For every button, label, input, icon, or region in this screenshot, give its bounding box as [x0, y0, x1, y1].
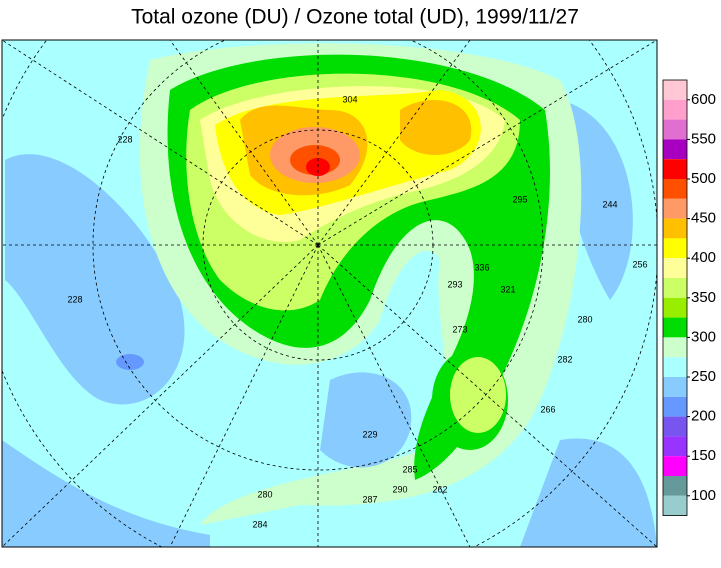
low-ozone-core [116, 354, 144, 370]
map-frame [1, 39, 658, 548]
contour-label: 229 [362, 429, 377, 439]
colorbar-tick-label: 600 [691, 91, 716, 108]
meridian [317, 244, 657, 547]
colorbar-box [663, 476, 687, 496]
colorbar-box [663, 297, 687, 318]
colorbar-box [663, 278, 687, 298]
colorbar-box [663, 317, 687, 338]
contour-label: 262 [432, 484, 447, 494]
ozone-band-425 [400, 100, 472, 155]
colorbar-box [663, 456, 687, 476]
meridian [2, 40, 319, 246]
colorbar-box [663, 80, 687, 100]
contour-label: 290 [392, 484, 407, 494]
colorbar: 600 550 500 450 400 350 300 250 200 150 100 [662, 79, 716, 517]
contour-label: 293 [447, 279, 462, 289]
colorbar-tick-label: 450 [691, 210, 716, 227]
colorbar-tick-label: 300 [691, 328, 716, 345]
colorbar-box [663, 119, 687, 140]
meridian [169, 244, 319, 547]
contour-label: 282 [557, 354, 572, 364]
contour-labels: 228 228 244 256 280 282 266 295 321 336 293 273 229 2… [67, 94, 647, 529]
contour-label: 266 [540, 404, 555, 414]
contour-label: 244 [602, 199, 617, 209]
colorbar-box [663, 139, 687, 160]
colorbar-box [663, 159, 687, 179]
colorbar-box [663, 377, 687, 397]
contour-label: 284 [252, 519, 267, 529]
colorbar-tick-label: 350 [691, 289, 716, 306]
contour-label: 321 [500, 284, 515, 294]
title: Total ozone (DU) / Ozone total (UD), 199… [131, 6, 579, 29]
contour-label: 285 [402, 464, 417, 474]
ozone-band-350 [450, 357, 506, 433]
contour-label: 228 [117, 134, 132, 144]
colorbar-box [663, 99, 687, 120]
contour-label: 273 [452, 324, 467, 334]
graticule [2, 40, 657, 547]
colorbar-box [663, 238, 687, 259]
colorbar-tick-label: 150 [691, 447, 716, 464]
contour-label: 280 [257, 489, 272, 499]
colorbar-box [663, 495, 687, 516]
contour-label: 295 [512, 194, 527, 204]
meridian [2, 244, 319, 547]
colorbar-box [663, 179, 687, 199]
colorbar-box [663, 436, 687, 457]
map: 228 228 244 256 280 282 266 295 321 336 293 273 229 2… [2, 40, 657, 547]
colorbar-tick-label: 100 [691, 487, 716, 504]
colorbar-box [663, 337, 687, 358]
colorbar-box [663, 357, 687, 377]
colorbar-tick-label: 550 [691, 130, 716, 147]
low-ozone-region [2, 440, 210, 547]
colorbar-box [663, 218, 687, 239]
meridian [317, 40, 471, 246]
colorbar-tick-label: 200 [691, 408, 716, 425]
meridian [317, 40, 657, 246]
meridian [169, 40, 319, 246]
colorbar-tick-label: 500 [691, 170, 716, 187]
contour-label: 256 [632, 259, 647, 269]
colorbar-box [663, 396, 687, 417]
low-ozone-region [5, 154, 185, 405]
colorbar-box [663, 416, 687, 437]
low-ozone-region [320, 372, 412, 468]
meridian [317, 244, 471, 547]
contour-label: 336 [474, 262, 489, 272]
colorbar-tick-label: 400 [691, 249, 716, 266]
colorbar-box [663, 198, 687, 219]
contour-label: 280 [577, 314, 592, 324]
contour-label: 304 [342, 94, 357, 104]
contour-label: 287 [362, 494, 377, 504]
low-ozone-region [520, 438, 657, 547]
colorbar-tick-label: 250 [691, 368, 716, 385]
colorbar-box [663, 258, 687, 278]
contour-label: 228 [67, 294, 82, 304]
